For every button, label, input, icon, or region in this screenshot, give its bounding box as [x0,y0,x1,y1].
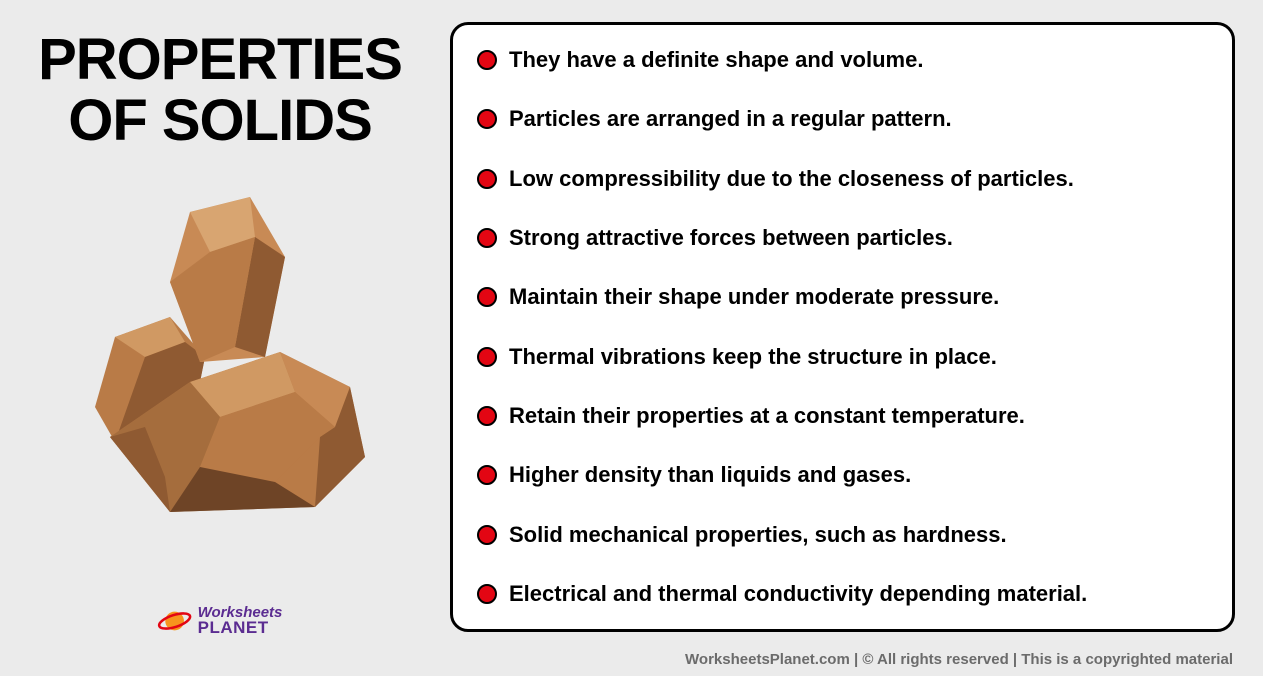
logo-line-2: PLANET [198,620,283,636]
title-line-2: OF SOLIDS [68,88,372,153]
property-text: Solid mechanical properties, such as har… [509,522,1007,548]
bullet-icon [477,228,497,248]
bullet-icon [477,465,497,485]
list-item: Electrical and thermal conductivity depe… [477,581,1208,607]
bullet-icon [477,525,497,545]
list-item: Maintain their shape under moderate pres… [477,284,1208,310]
logo-text: Worksheets PLANET [198,606,283,636]
planet-icon [158,607,192,635]
property-text: Particles are arranged in a regular patt… [509,106,952,132]
list-item: Solid mechanical properties, such as har… [477,522,1208,548]
bullet-icon [477,109,497,129]
property-text: Low compressibility due to the closeness… [509,166,1074,192]
property-text: They have a definite shape and volume. [509,47,923,73]
rock-illustration [50,182,390,522]
property-text: Electrical and thermal conductivity depe… [509,581,1087,607]
list-item: Higher density than liquids and gases. [477,462,1208,488]
list-item: Thermal vibrations keep the structure in… [477,344,1208,370]
left-panel: PROPERTIES OF SOLIDS [0,0,440,676]
property-text: Retain their properties at a constant te… [509,403,1025,429]
bullet-icon [477,584,497,604]
list-item: They have a definite shape and volume. [477,47,1208,73]
property-text: Maintain their shape under moderate pres… [509,284,999,310]
bullet-icon [477,287,497,307]
bullet-icon [477,347,497,367]
bullet-icon [477,406,497,426]
footer-copyright: WorksheetsPlanet.com | © All rights rese… [685,651,1233,668]
brand-logo: Worksheets PLANET [158,606,283,636]
properties-box: They have a definite shape and volume. P… [450,22,1235,632]
list-item: Strong attractive forces between particl… [477,225,1208,251]
list-item: Low compressibility due to the closeness… [477,166,1208,192]
property-text: Thermal vibrations keep the structure in… [509,344,997,370]
list-item: Retain their properties at a constant te… [477,403,1208,429]
property-text: Strong attractive forces between particl… [509,225,953,251]
property-text: Higher density than liquids and gases. [509,462,911,488]
bullet-icon [477,50,497,70]
title-line-1: PROPERTIES [38,27,402,92]
bullet-icon [477,169,497,189]
page-title: PROPERTIES OF SOLIDS [38,30,402,152]
list-item: Particles are arranged in a regular patt… [477,106,1208,132]
